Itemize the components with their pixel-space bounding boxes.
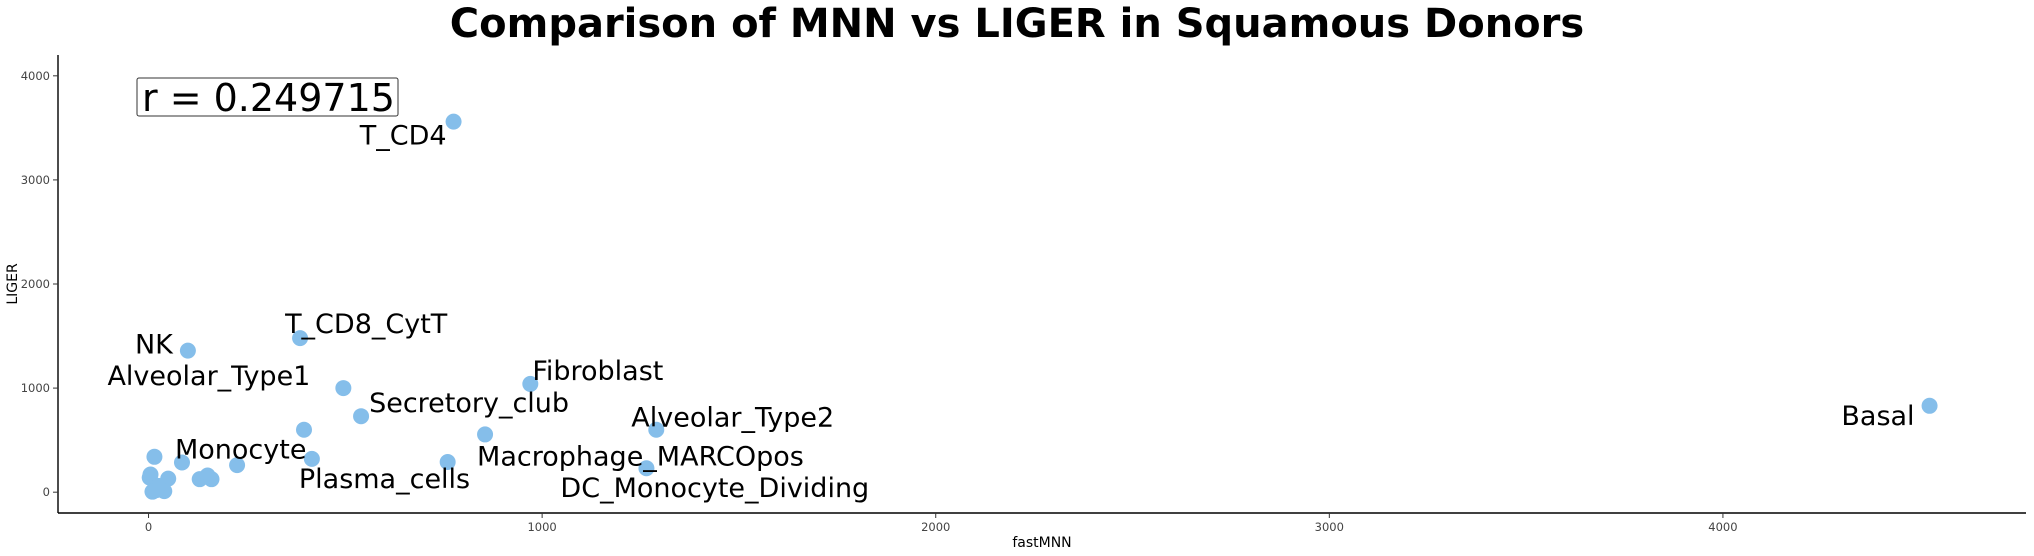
data-point	[522, 375, 539, 392]
point-label: Alveolar_Type2	[631, 403, 834, 434]
point-label: Macrophage_MARCOpos	[477, 441, 804, 472]
point-label: DC_Monocyte_Dividing	[560, 473, 869, 504]
point-label: Plasma_cells	[299, 464, 470, 495]
data-point	[203, 471, 220, 488]
y-tick-label: 1000	[21, 381, 50, 395]
point-label: Secretory_club	[369, 388, 569, 419]
data-point	[353, 408, 370, 425]
data-point	[445, 113, 462, 130]
data-point	[229, 457, 246, 474]
data-point	[296, 421, 312, 438]
y-tick-label: 2000	[21, 277, 50, 291]
data-point	[146, 448, 163, 465]
y-tick-label: 4000	[21, 69, 50, 83]
x-tick-label: 2000	[921, 520, 950, 534]
y-tick-label: 0	[43, 485, 50, 499]
data-point	[439, 453, 456, 470]
point-label: T_CD4	[359, 121, 447, 152]
data-point	[292, 330, 309, 347]
point-label: Monocyte	[175, 435, 306, 466]
point-label: Fibroblast	[532, 356, 663, 387]
point-label: Alveolar_Type1	[107, 361, 310, 392]
axes: 0 1000 2000 3000 4000 0 1000 2000 3000 4000 fastMN…	[5, 55, 2026, 551]
x-tick-label: 4000	[1708, 520, 1737, 534]
data-point	[1921, 397, 1938, 414]
data-points	[141, 113, 1938, 500]
data-point	[638, 460, 655, 477]
annotation-box	[136, 77, 399, 117]
data-point	[303, 450, 320, 467]
annotation-text: r = 0.249715	[142, 76, 395, 120]
data-point	[173, 454, 190, 471]
data-point	[148, 482, 165, 499]
data-point	[477, 426, 494, 443]
y-tick-label: 3000	[21, 173, 50, 187]
chart-title: Comparison of MNN vs LIGER in Squamous D…	[449, 1, 1585, 47]
point-label: NK	[135, 330, 174, 361]
x-tick-label: 0	[145, 520, 152, 534]
point-label: T_CD8_CytT	[284, 309, 448, 340]
correlation-annotation: r = 0.249715	[136, 76, 399, 120]
x-axis-title: fastMNN	[1012, 535, 1071, 551]
data-point	[335, 380, 352, 397]
x-tick-label: 3000	[1315, 520, 1344, 534]
point-label: Basal	[1841, 401, 1914, 432]
data-point	[648, 421, 665, 438]
data-point	[179, 342, 196, 359]
point-labels: T_CD4 NK T_CD8_CytT Alveolar_Type1 Fibroblas…	[107, 121, 1914, 505]
y-axis-title: LIGER	[5, 263, 21, 305]
x-tick-label: 1000	[527, 520, 556, 534]
